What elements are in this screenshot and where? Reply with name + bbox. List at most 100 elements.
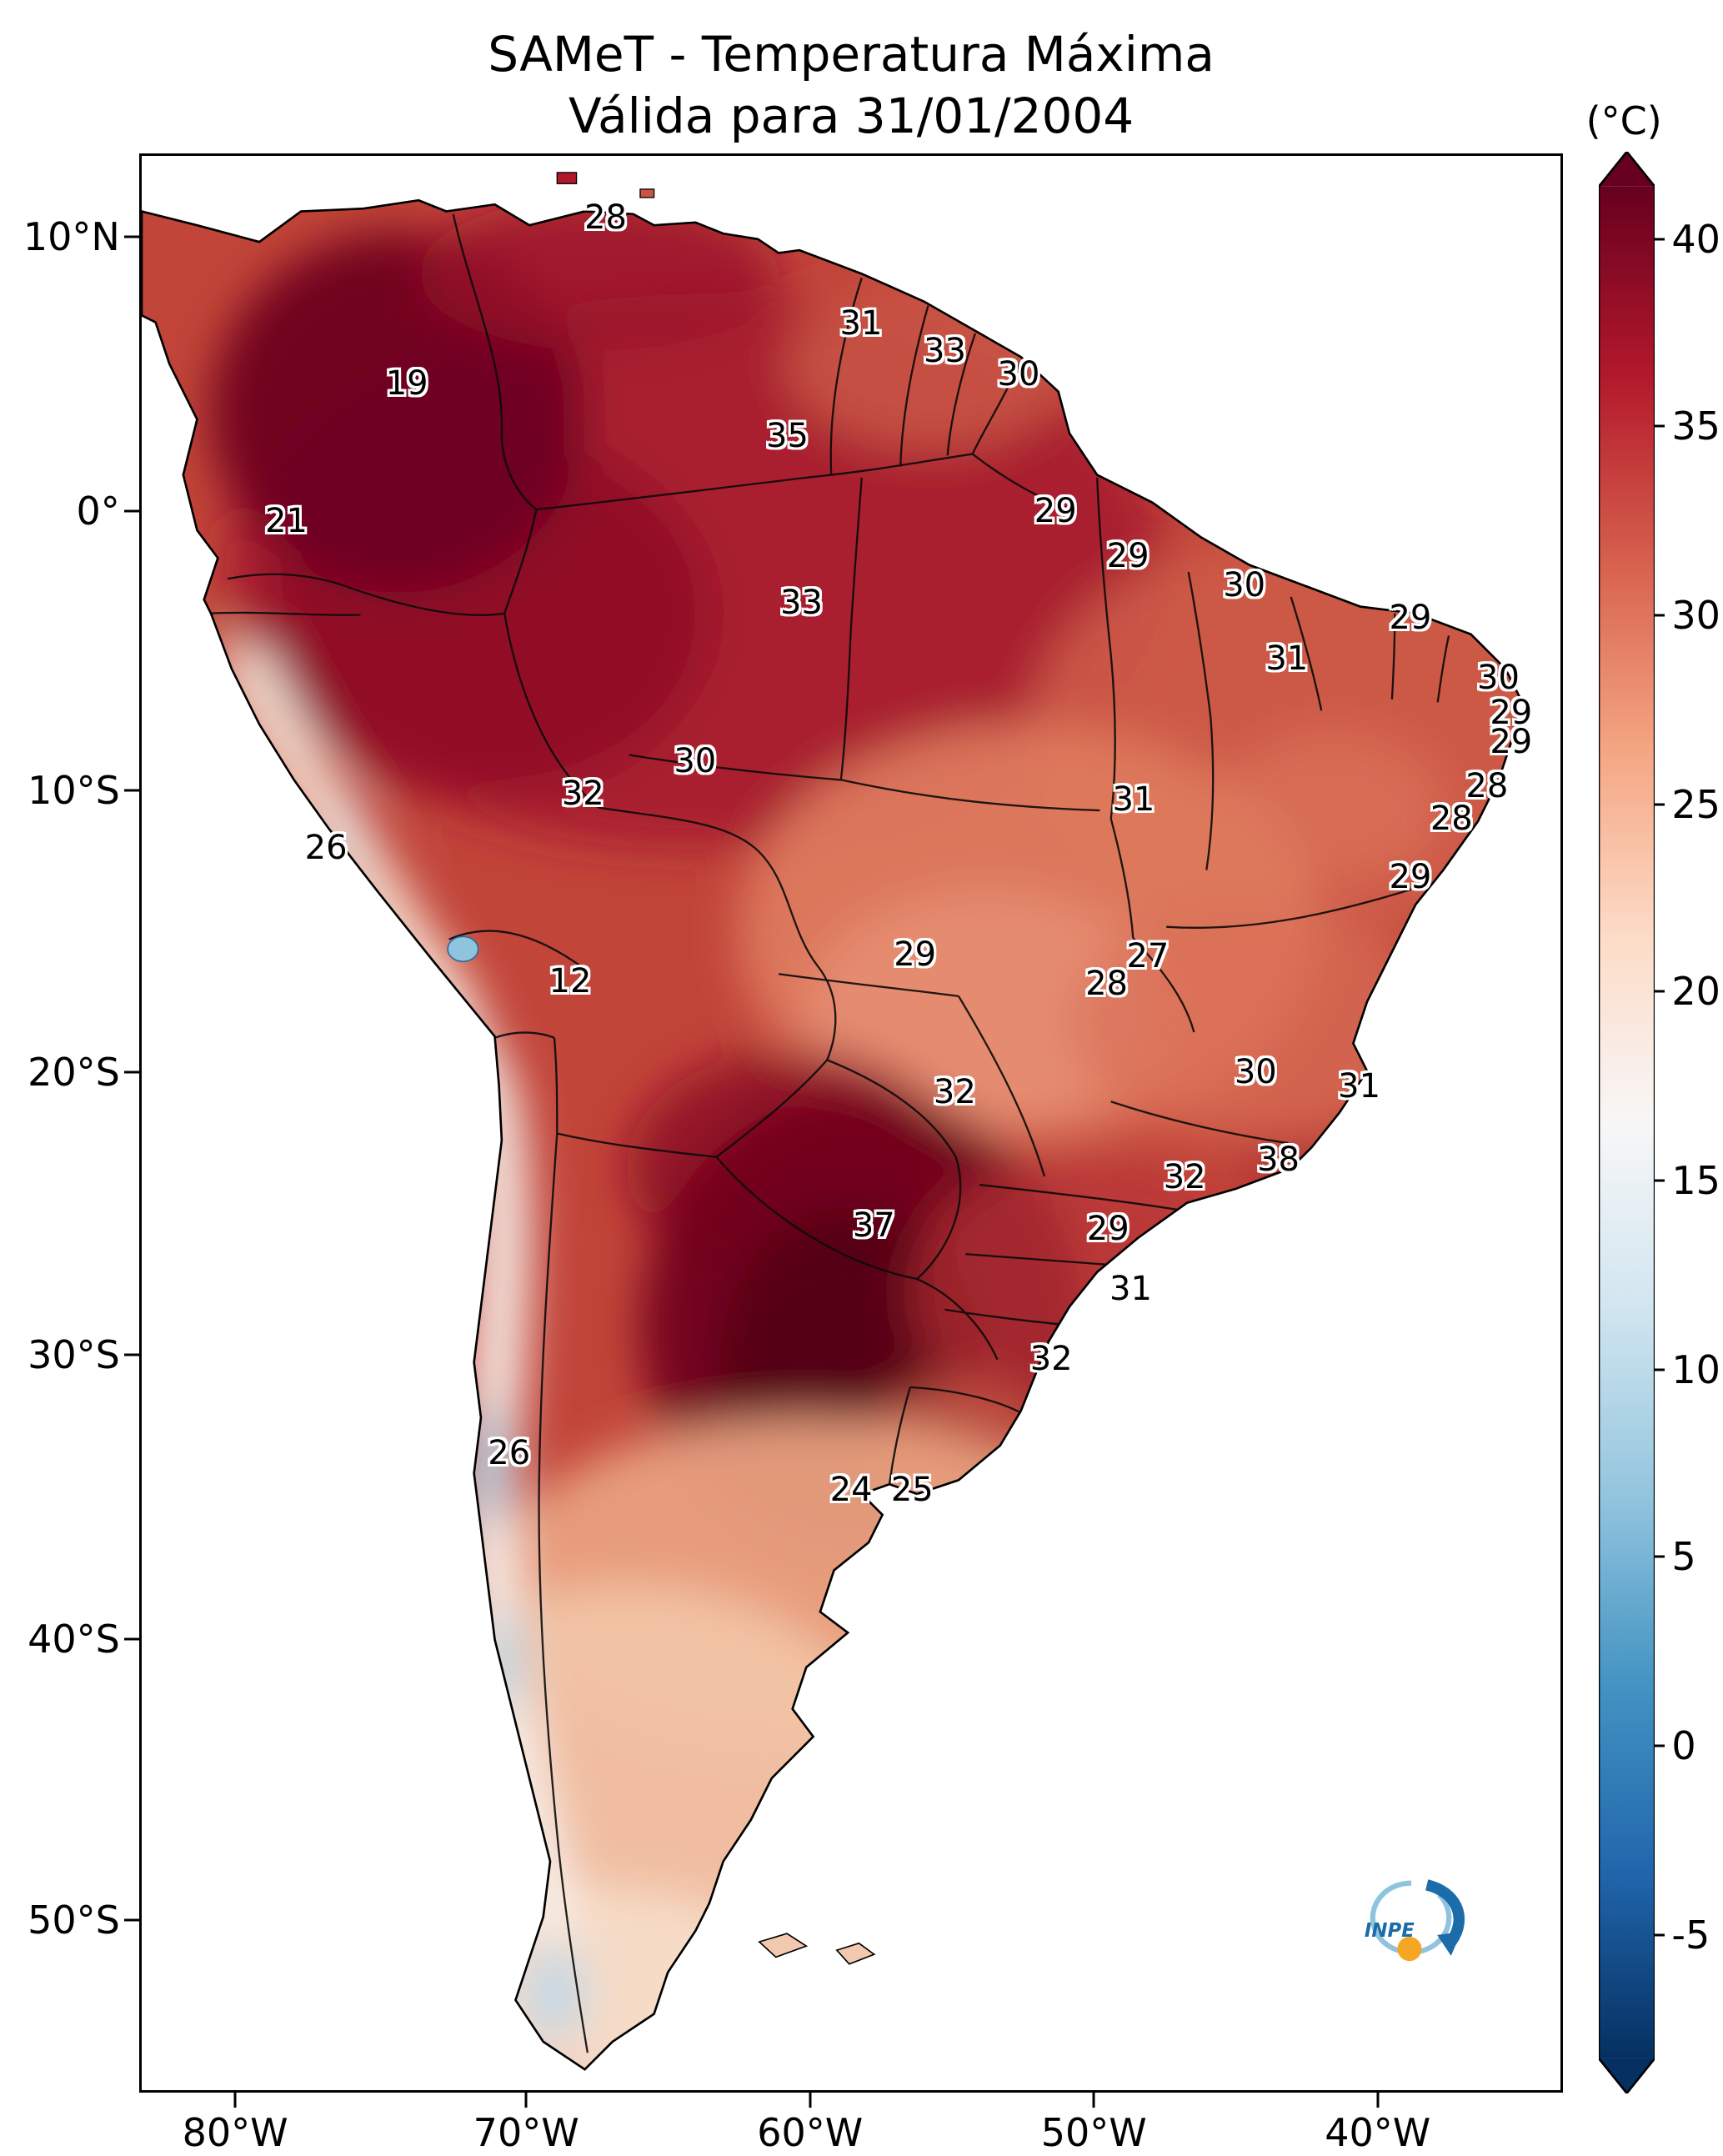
temperature-value-label: 31: [1109, 1270, 1152, 1309]
x-axis-tick-label: 40°W: [1325, 2109, 1431, 2155]
y-axis-tick-mark: [123, 235, 139, 238]
y-axis-tick-mark: [123, 509, 139, 513]
temperature-value-label: 29: [1490, 693, 1533, 732]
colorbar-tick-label: 0: [1671, 1723, 1696, 1769]
temperature-value-label: 12: [548, 962, 592, 1001]
y-axis-tick-mark: [123, 1070, 139, 1074]
x-axis-tick-label: 50°W: [1040, 2109, 1147, 2155]
temperature-value-label: 21: [265, 502, 308, 541]
temperature-value-label: 33: [780, 583, 823, 622]
temperature-value-label: 28: [584, 198, 627, 237]
y-axis-tick-label: 0°: [76, 489, 120, 534]
colorbar-tick-label: 10: [1671, 1346, 1720, 1392]
temperature-value-label: 29: [1389, 857, 1432, 896]
temperature-value-label: 32: [1163, 1157, 1206, 1196]
y-axis-tick-mark: [123, 1637, 139, 1641]
colorbar-tick-mark: [1655, 1555, 1665, 1558]
temperature-value-label: 31: [1112, 780, 1155, 820]
temperature-value-label: 26: [304, 829, 348, 868]
y-axis-tick-label: 40°S: [28, 1617, 120, 1662]
x-axis-tick-label: 80°W: [182, 2109, 288, 2155]
temperature-value-label: 29: [894, 935, 937, 974]
y-axis-tick-label: 20°S: [28, 1050, 120, 1096]
x-axis-tick-mark: [524, 2092, 528, 2108]
temperature-value-label: 29: [1389, 599, 1432, 638]
colorbar-tick-label: 5: [1671, 1534, 1696, 1580]
lake-titicaca: [447, 935, 479, 962]
colorbar-tick-label: 30: [1671, 593, 1720, 639]
colorbar-unit-label: (°C): [1585, 98, 1662, 143]
colorbar-tick-mark: [1655, 238, 1665, 241]
temperature-value-label: 32: [933, 1072, 976, 1111]
temperature-value-label: 38: [1257, 1140, 1300, 1179]
temperature-value-label: 30: [1477, 659, 1520, 698]
temperature-value-label: 30: [1234, 1053, 1277, 1092]
temperature-value-label: 30: [1223, 565, 1266, 604]
temperature-value-label: 31: [1338, 1066, 1381, 1106]
colorbar-tick-mark: [1655, 614, 1665, 617]
x-axis-tick-mark: [233, 2092, 237, 2108]
temperature-value-label: 37: [852, 1206, 895, 1245]
colorbar-tick-mark: [1655, 1933, 1665, 1937]
temperature-value-label: 28: [1085, 964, 1128, 1003]
temperature-value-label: 19: [385, 364, 428, 404]
colorbar-tick-mark: [1655, 424, 1665, 428]
figure-title-line2: Válida para 31/01/2004: [568, 88, 1134, 145]
x-axis-tick-mark: [1092, 2092, 1095, 2108]
temperature-value-label: 27: [1126, 937, 1170, 976]
coastline: [141, 198, 1520, 2071]
temperature-value-label: 30: [997, 354, 1040, 394]
temperature-value-label: 29: [1106, 536, 1150, 575]
inpe-logo: INPE: [1340, 1868, 1482, 1980]
colorbar-tick-label: -5: [1671, 1912, 1710, 1958]
temperature-value-label: 25: [890, 1471, 934, 1510]
colorbar-ticks: 40 35 30 25 20 15 10 5 0 -5: [1599, 187, 1720, 2058]
temperature-field: [141, 199, 1520, 2069]
y-axis-tick-label: 10°S: [28, 767, 120, 813]
figure-title: SAMeT - Temperatura Máxima Válida para 3…: [139, 23, 1564, 147]
colorbar-gradient: [1599, 152, 1655, 2093]
x-axis-tick-label: 70°W: [473, 2109, 579, 2155]
temperature-value-label: 33: [924, 331, 966, 370]
inpe-logo-graphic: INPE: [1365, 1879, 1465, 1962]
colorbar-tick-mark: [1655, 990, 1665, 993]
inpe-logo-text: INPE: [1365, 1920, 1415, 1942]
colorbar-tick-label: 15: [1671, 1158, 1720, 1204]
y-axis-tick-label: 30°S: [28, 1332, 120, 1378]
temperature-value-label: 24: [829, 1471, 873, 1510]
temperature-value-label: 32: [561, 775, 604, 814]
temperature-value-label: 29: [1086, 1210, 1129, 1249]
colorbar-tick-mark: [1655, 803, 1665, 806]
colorbar-tick-mark: [1655, 1368, 1665, 1371]
temperature-value-label: 31: [1265, 639, 1309, 678]
y-axis-tick-label: 50°S: [28, 1897, 120, 1943]
colorbar-tick-label: 25: [1671, 781, 1720, 827]
temperature-value-label: 26: [488, 1434, 531, 1473]
temperature-value-label: 29: [1034, 492, 1077, 531]
colorbar-tick-label: 40: [1671, 216, 1720, 262]
south-america-temperature-map: [141, 171, 1520, 2071]
y-axis-tick-mark: [123, 1918, 139, 1922]
temperature-value-label: 28: [1430, 800, 1473, 839]
x-axis-tick-mark: [1376, 2092, 1380, 2108]
y-axis-tick-label: 10°N: [23, 214, 120, 260]
colorbar-tick-label: 20: [1671, 969, 1720, 1015]
x-axis-tick-label: 60°W: [757, 2109, 864, 2155]
temperature-value-label: 28: [1465, 766, 1509, 805]
colorbar: 40 35 30 25 20 15 10 5 0 -5: [1599, 152, 1720, 2093]
y-axis-tick-mark: [123, 1353, 139, 1356]
x-axis-tick-mark: [809, 2092, 812, 2108]
islands: [556, 171, 876, 1965]
temperature-value-label: 29: [1490, 722, 1533, 761]
colorbar-tick-mark: [1655, 1179, 1665, 1182]
temperature-value-label: 32: [1029, 1339, 1073, 1378]
figure-title-line1: SAMeT - Temperatura Máxima: [488, 26, 1215, 83]
temperature-value-label: 31: [839, 304, 883, 343]
colorbar-tick-mark: [1655, 1744, 1665, 1747]
temperature-value-label: 30: [674, 741, 717, 780]
temperature-value-label: 35: [766, 417, 809, 455]
colorbar-tick-label: 35: [1671, 404, 1720, 449]
y-axis-tick-mark: [123, 789, 139, 792]
map-plot-area: 28 31 33 30 19 35 21 29 29 30 33 29 31 30 29 29 30 28 32 31…: [23, 153, 1564, 2155]
